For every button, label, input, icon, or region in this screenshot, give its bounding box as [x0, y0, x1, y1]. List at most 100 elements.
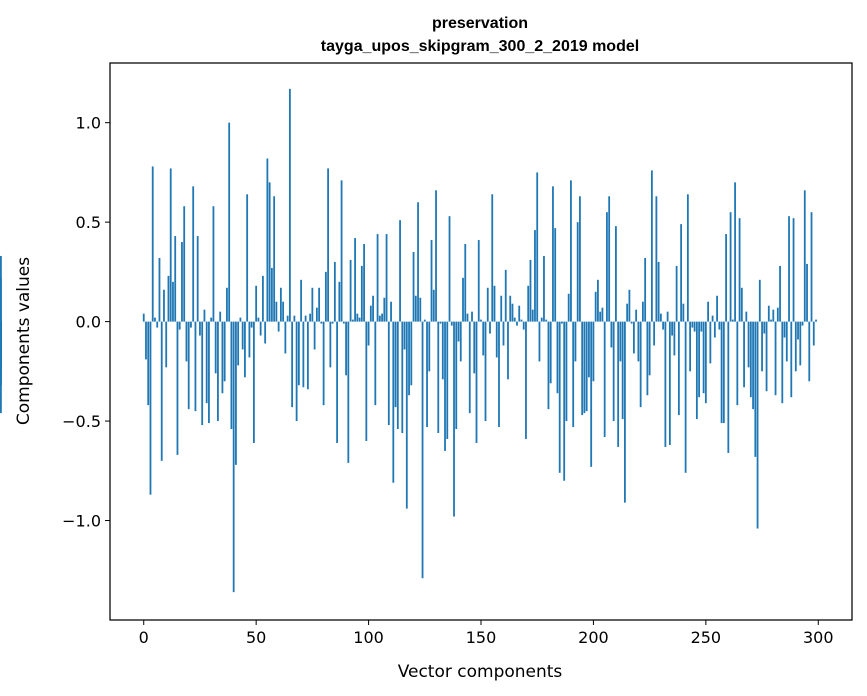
- bar-135: [446, 321, 449, 439]
- bar-109: [387, 321, 390, 426]
- bar-247: [698, 321, 700, 398]
- bar-110: [390, 301, 392, 322]
- bar-116: [403, 321, 406, 350]
- bar-50: [255, 285, 258, 322]
- bar-67: [293, 315, 296, 322]
- bar-192: [574, 321, 577, 362]
- bar-176: [538, 321, 541, 362]
- bar-168: [520, 319, 523, 322]
- bar-259: [725, 234, 727, 322]
- bar-292: [799, 321, 802, 366]
- x-tick-label: 250: [691, 628, 722, 647]
- bar-107: [383, 297, 386, 322]
- bar-16: [178, 321, 181, 330]
- bar-72: [304, 315, 307, 322]
- bar-46: [246, 194, 249, 322]
- bar-3: [149, 321, 152, 495]
- bar-127: [428, 321, 431, 372]
- y-tick-label: −0.5: [62, 412, 101, 431]
- bar-297: [810, 212, 813, 322]
- bar-85: [333, 261, 336, 322]
- bar-205: [603, 321, 606, 437]
- bar-258: [722, 321, 725, 424]
- bar-98: [363, 244, 365, 322]
- bar-66: [291, 321, 294, 408]
- bar-252: [709, 321, 712, 364]
- x-axis: 0 50 100 150 200 250 300: [139, 620, 834, 647]
- bar-182: [552, 186, 554, 322]
- bar-188: [565, 321, 568, 422]
- y-tick-label: 0.5: [76, 213, 101, 232]
- bar-223: [644, 257, 647, 322]
- bar-96: [358, 317, 361, 322]
- bar-119: [410, 321, 413, 386]
- bar-233: [666, 311, 669, 322]
- bar-281: [774, 321, 777, 396]
- chart-title: preservation: [432, 15, 528, 32]
- bar-44: [241, 321, 244, 350]
- bar-216: [628, 289, 631, 322]
- bar-33: [217, 321, 219, 422]
- bar-28: [205, 321, 208, 404]
- bar-156: [493, 285, 496, 322]
- bar-229: [657, 261, 660, 322]
- bar-155: [491, 194, 494, 322]
- bar-267: [743, 321, 745, 388]
- bar-82: [327, 168, 329, 322]
- bar-270: [749, 321, 752, 398]
- bar-214: [624, 321, 626, 503]
- bar-34: [219, 311, 222, 322]
- bar-174: [534, 230, 536, 322]
- bar-148: [475, 321, 478, 443]
- bar-177: [540, 317, 543, 322]
- bar-64: [286, 315, 289, 322]
- x-tick-label: 0: [139, 628, 149, 647]
- bar-137: [450, 321, 453, 326]
- bar-165: [513, 317, 516, 322]
- bar-140: [457, 321, 460, 342]
- bar-195: [581, 321, 584, 416]
- bar-166: [516, 321, 518, 326]
- bar-126: [426, 321, 428, 428]
- bar-200: [592, 321, 595, 382]
- bar-209: [612, 321, 615, 422]
- bar-70: [300, 279, 303, 322]
- bar-246: [695, 321, 698, 420]
- bar-218: [633, 321, 635, 354]
- bar-89: [342, 321, 345, 324]
- bar-138: [453, 321, 455, 517]
- bar-103: [374, 321, 377, 406]
- bar-13: [172, 281, 174, 322]
- bar-221: [639, 321, 642, 408]
- bar-157: [495, 321, 498, 358]
- bar-273: [756, 321, 759, 529]
- bar-239: [680, 224, 683, 322]
- bar-234: [668, 321, 671, 445]
- bar-139: [455, 321, 458, 430]
- bar-77: [315, 307, 318, 322]
- bar-86: [336, 321, 338, 443]
- bar-186: [561, 321, 563, 324]
- bar-23: [194, 321, 197, 412]
- bar-106: [381, 313, 383, 322]
- bar-298: [812, 321, 815, 346]
- bar-145: [468, 321, 471, 414]
- bar-94: [354, 238, 356, 322]
- bar-251: [707, 301, 709, 322]
- bar-181: [549, 321, 552, 384]
- bar-294: [803, 190, 806, 322]
- bar-274: [758, 279, 761, 322]
- bar-130: [435, 190, 437, 322]
- bar-263: [734, 182, 736, 322]
- bar-285: [783, 321, 786, 338]
- bar-132: [439, 321, 442, 324]
- bar-21: [190, 321, 192, 328]
- bar-228: [655, 196, 658, 322]
- y-tick-label: 1.0: [76, 114, 101, 133]
- bar-257: [720, 321, 723, 424]
- bar-282: [776, 307, 779, 322]
- bar-201: [594, 291, 597, 322]
- bar-120: [412, 251, 415, 322]
- bar-131: [437, 321, 440, 434]
